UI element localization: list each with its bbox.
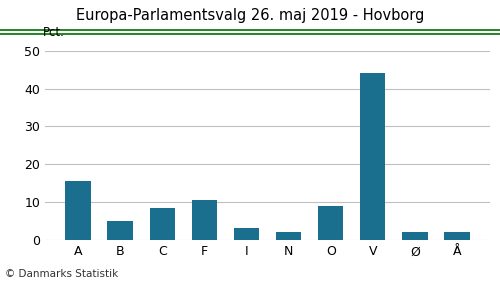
Bar bbox=[276, 232, 301, 240]
Bar bbox=[108, 221, 132, 240]
Bar bbox=[150, 208, 175, 240]
Bar bbox=[192, 200, 217, 240]
Bar bbox=[65, 181, 90, 240]
Bar bbox=[318, 206, 344, 240]
Text: Europa-Parlamentsvalg 26. maj 2019 - Hovborg: Europa-Parlamentsvalg 26. maj 2019 - Hov… bbox=[76, 8, 424, 23]
Bar bbox=[444, 232, 470, 240]
Text: Pct.: Pct. bbox=[42, 27, 64, 39]
Text: © Danmarks Statistik: © Danmarks Statistik bbox=[5, 269, 118, 279]
Bar bbox=[360, 73, 386, 240]
Bar bbox=[402, 232, 427, 240]
Bar bbox=[234, 228, 259, 240]
